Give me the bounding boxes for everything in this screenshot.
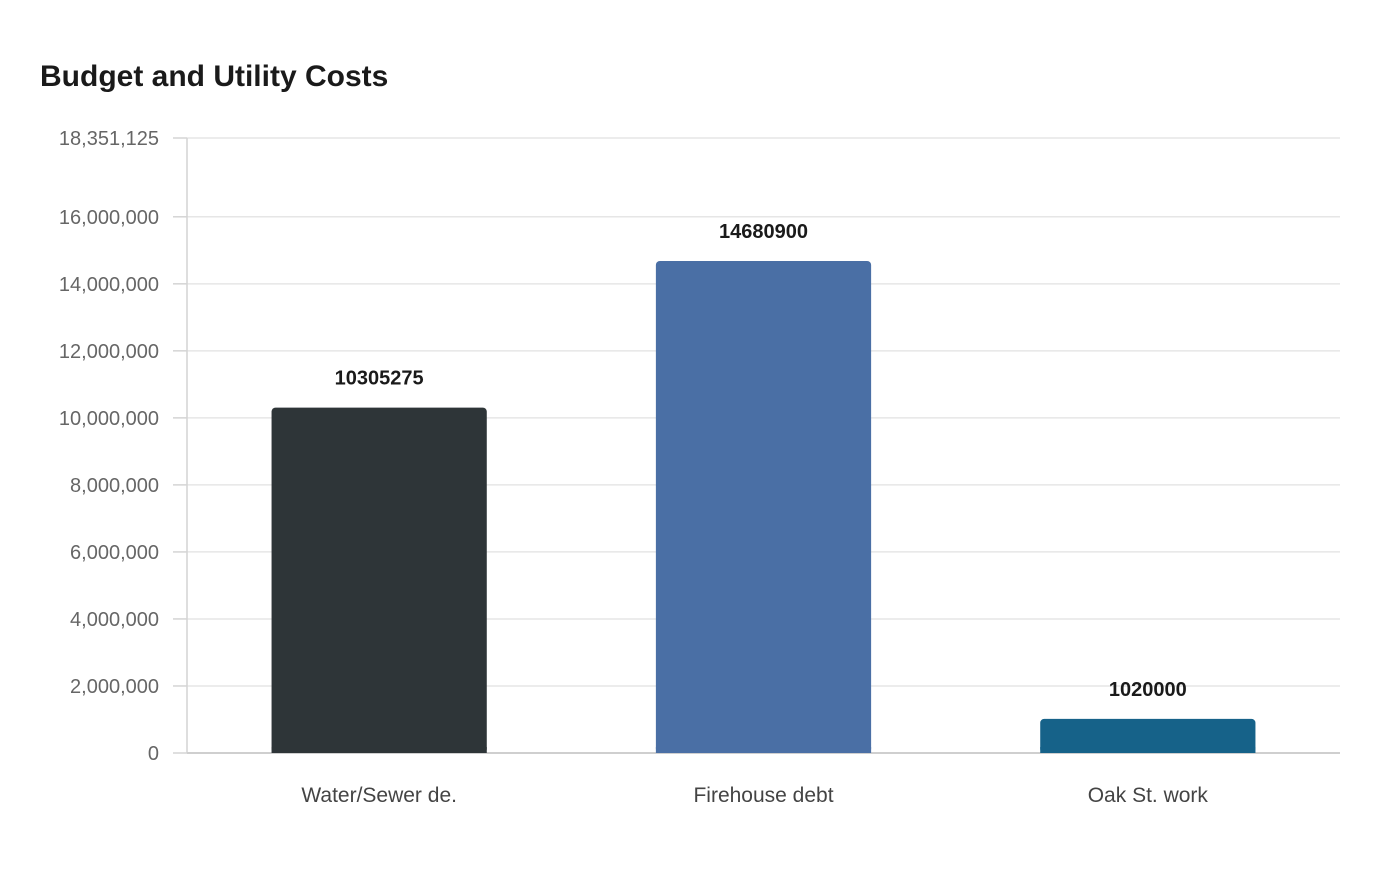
- y-tick-label: 4,000,000: [70, 609, 159, 631]
- x-category-label: Water/Sewer de.: [301, 784, 457, 807]
- y-tick-label: 16,000,000: [59, 207, 159, 229]
- data-labels: 10305275 14680900 1020000: [335, 221, 1187, 701]
- y-tick-label: 10,000,000: [59, 408, 159, 430]
- y-tick-label: 14,000,000: [59, 274, 159, 296]
- bar: [655, 261, 872, 753]
- data-label: 10305275: [335, 368, 424, 390]
- bar-base: [655, 747, 872, 753]
- y-tick-label: 6,000,000: [70, 542, 159, 564]
- bars: [271, 261, 1256, 753]
- x-axis-category-labels: Water/Sewer de. Firehouse debt Oak St. wor…: [301, 784, 1208, 807]
- y-tick-label: 2,000,000: [70, 676, 159, 698]
- bar-base: [1040, 747, 1256, 753]
- y-tick-label: 0: [148, 743, 159, 765]
- bar: [1040, 718, 1256, 753]
- y-tick-label: 8,000,000: [70, 475, 159, 497]
- y-tick-label: 12,000,000: [59, 341, 159, 363]
- y-axis-tick-labels: 0 2,000,000 4,000,000 6,000,000 8,000,000 10,…: [59, 128, 159, 765]
- bar-base: [271, 747, 487, 753]
- y-tick-label: 18,351,125: [59, 128, 159, 150]
- bar: [271, 407, 487, 753]
- chart-title: Budget and Utility Costs: [40, 60, 389, 93]
- x-category-label: Firehouse debt: [693, 784, 833, 807]
- x-category-label: Oak St. work: [1088, 784, 1209, 807]
- data-label: 1020000: [1109, 679, 1187, 701]
- data-label: 14680900: [719, 221, 808, 243]
